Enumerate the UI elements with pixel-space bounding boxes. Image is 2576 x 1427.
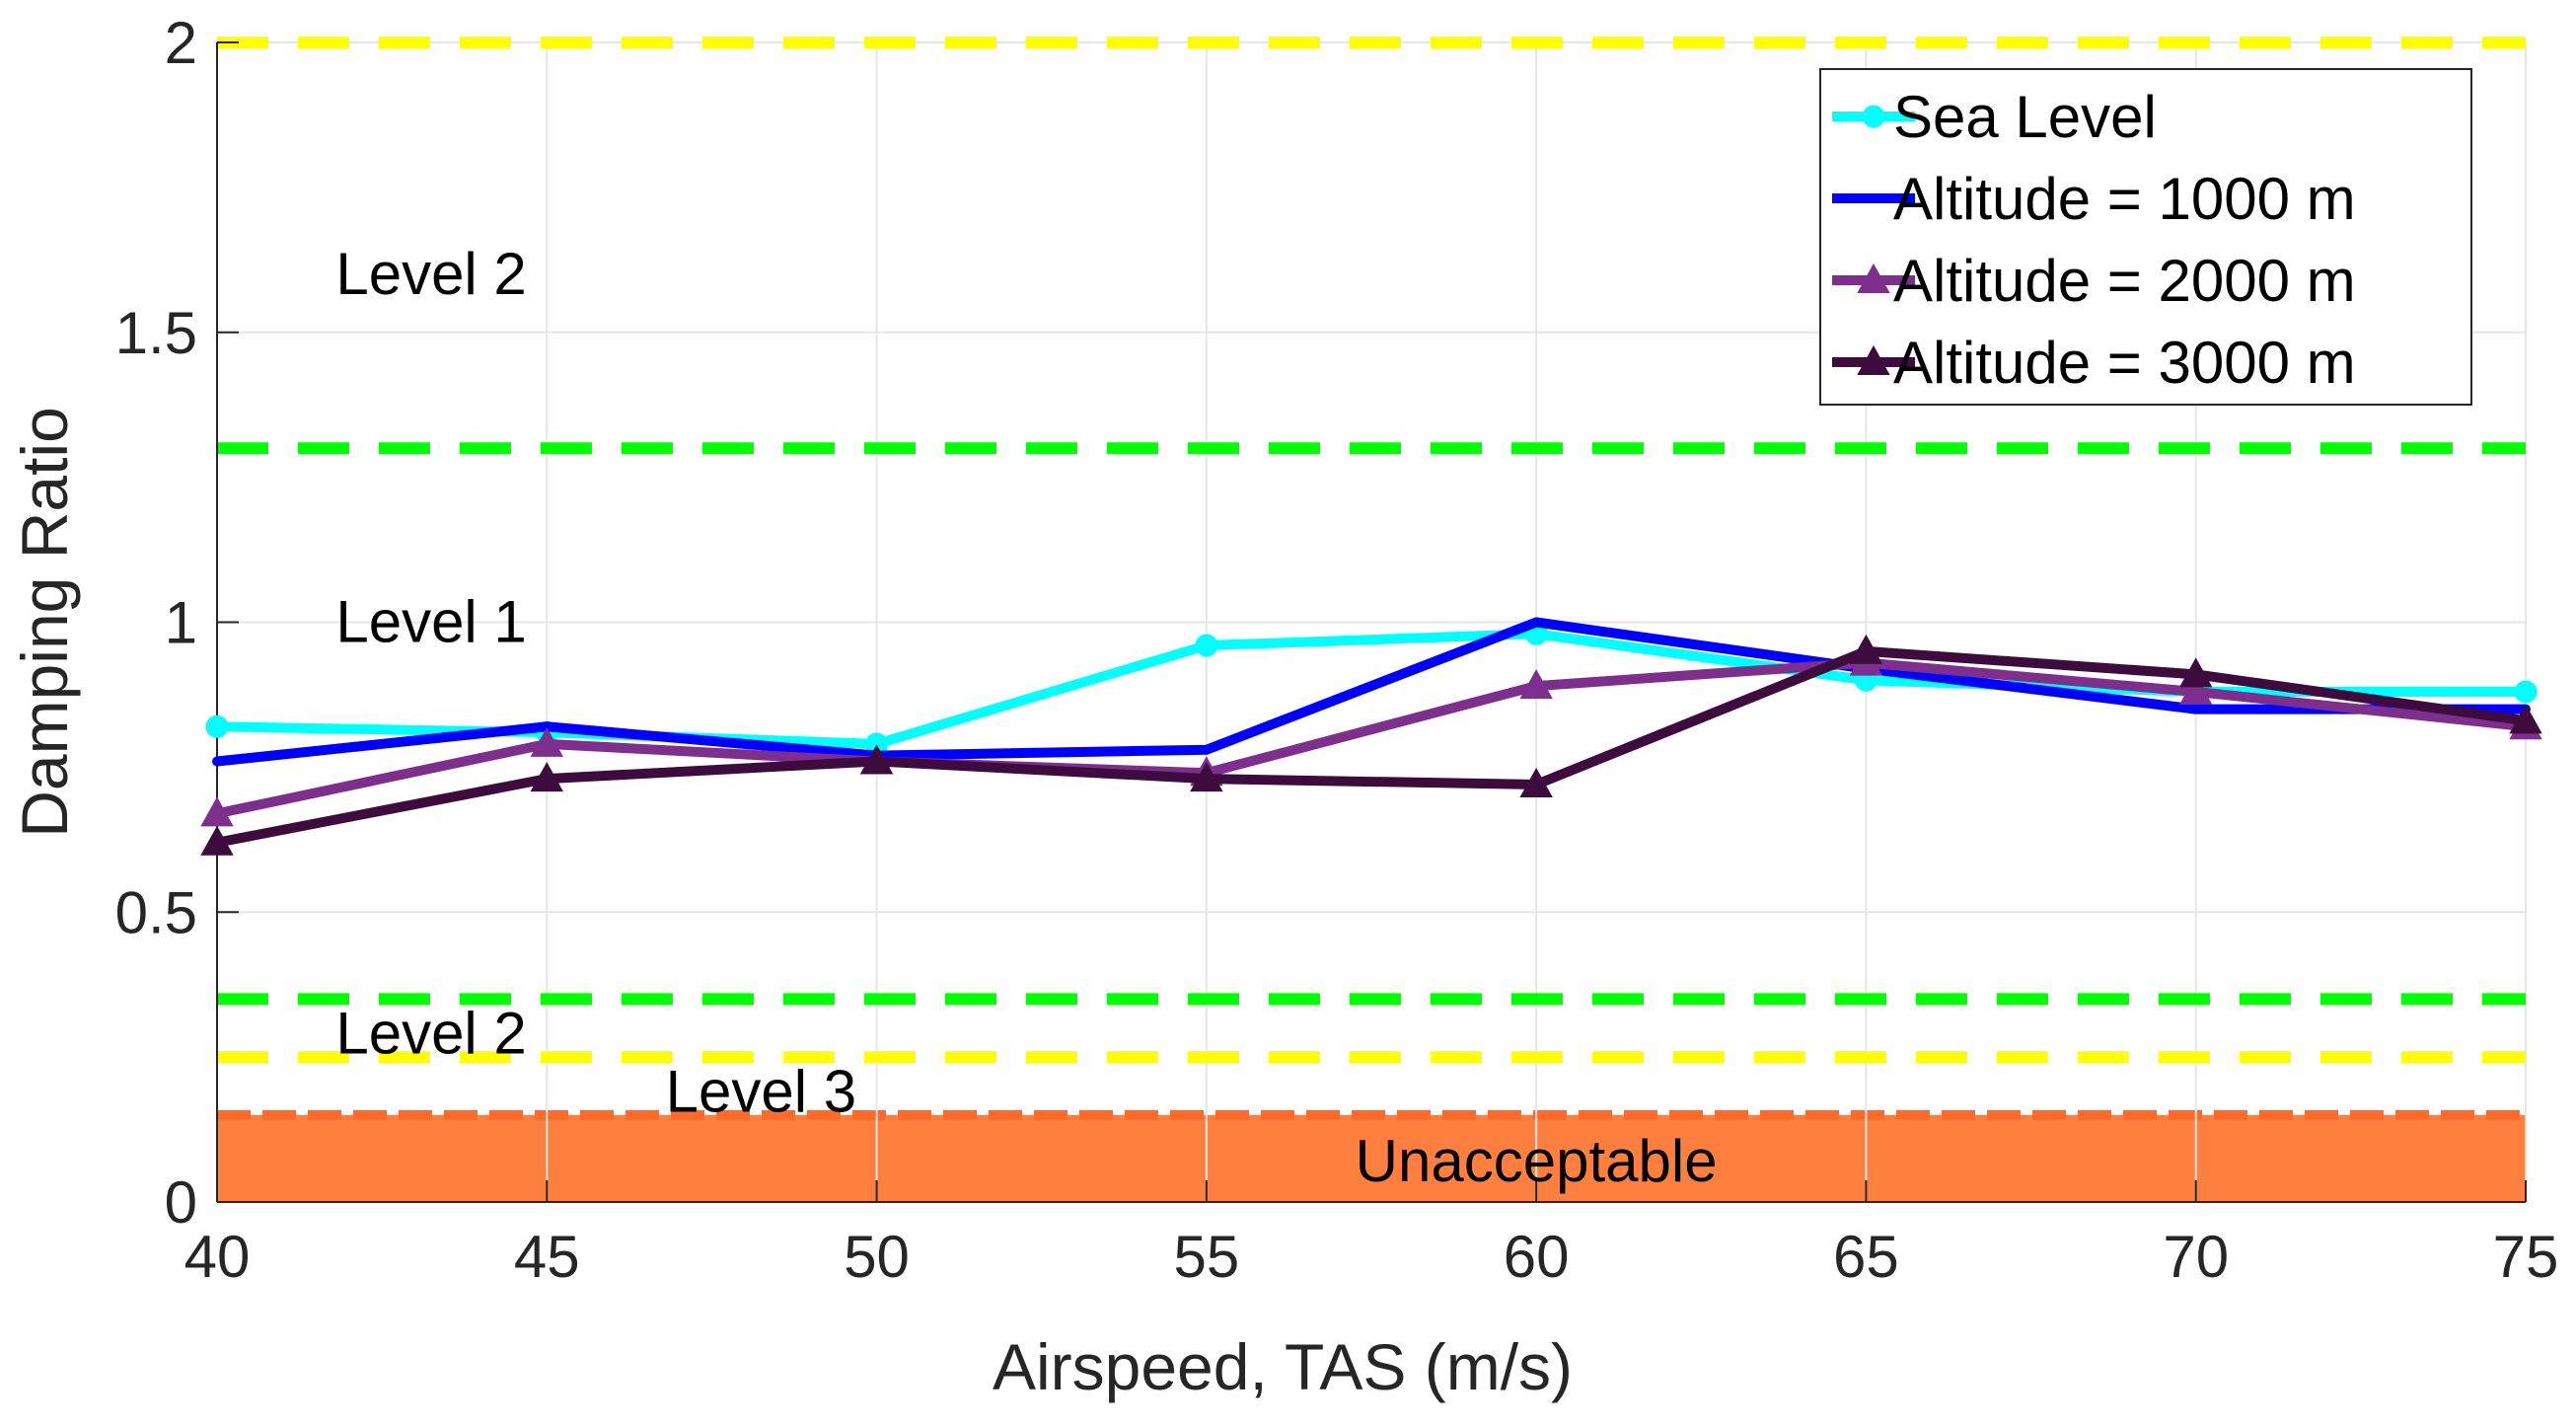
series-line — [216, 617, 2526, 767]
annotation-label: Level 2 — [335, 241, 526, 307]
data-point — [1519, 767, 1553, 797]
data-point — [1519, 669, 1553, 700]
annotations-layer: Level 2 Level 1 Level 2 Level 3 Unacceptable — [335, 241, 1717, 1194]
legend-entry: Altitude = 3000 m — [1832, 330, 2356, 396]
data-point — [2179, 657, 2213, 688]
annotation-label: Level 2 — [335, 1001, 526, 1067]
x-tick-label: 65 — [1833, 1224, 1899, 1290]
x-tick-label: 75 — [2493, 1224, 2559, 1290]
y-axis-title: Damping Ratio — [8, 407, 81, 838]
unacceptable-region-layer — [217, 1109, 2526, 1202]
data-point — [2514, 680, 2538, 704]
legend-marker — [1869, 193, 1878, 203]
data-point — [1190, 762, 1223, 792]
data-point — [200, 796, 234, 827]
x-tick-label: 55 — [1173, 1224, 1239, 1290]
data-point — [1849, 634, 1883, 664]
legend-label: Altitude = 3000 m — [1893, 330, 2356, 396]
y-tick-label: 2 — [165, 10, 197, 76]
x-tick-label: 70 — [2163, 1224, 2229, 1290]
reference-lines-layer — [217, 37, 2526, 1064]
data-point — [1531, 617, 1542, 628]
data-point — [2190, 704, 2201, 714]
legend-label: Altitude = 1000 m — [1893, 166, 2356, 232]
x-tick-label: 40 — [184, 1224, 251, 1290]
legend-entry: Sea Level — [1832, 84, 2157, 150]
legend-entry: Altitude = 2000 m — [1832, 248, 2356, 314]
series-layer — [200, 617, 2542, 856]
legend-label: Altitude = 2000 m — [1893, 248, 2356, 314]
annotation-label: Level 3 — [666, 1058, 856, 1124]
data-point — [1195, 634, 1218, 657]
series-line — [216, 645, 2527, 848]
legend-entry: Altitude = 1000 m — [1832, 166, 2356, 232]
annotation-label: Unacceptable — [1356, 1128, 1718, 1194]
data-point — [205, 714, 229, 738]
legend-marker — [1862, 105, 1885, 128]
data-point — [542, 721, 552, 732]
y-tick-label: 1 — [165, 590, 197, 656]
data-point — [859, 744, 894, 775]
legend-label: Sea Level — [1893, 84, 2157, 150]
legend-marker — [1857, 344, 1890, 375]
y-tick-label: 1.5 — [115, 300, 197, 366]
x-tick-label: 45 — [514, 1224, 580, 1290]
x-tick-label: 60 — [1504, 1224, 1570, 1290]
unacceptable-region — [217, 1114, 2526, 1202]
data-point — [200, 825, 234, 856]
series-3 — [200, 634, 2542, 856]
data-point — [530, 726, 563, 757]
data-point — [212, 756, 222, 767]
data-point — [2509, 704, 2542, 734]
axes-layer: 40 45 50 55 60 65 70 75 0 0.5 1 1.5 2 Airspeed, TAS (… — [8, 10, 2558, 1403]
legend: Sea Level Altitude = 1000 m Altitude = 200… — [1819, 68, 2472, 406]
series-line — [215, 657, 2527, 819]
y-tick-label: 0.5 — [115, 879, 197, 945]
annotation-label: Level 1 — [335, 589, 526, 655]
legend-marker — [1857, 263, 1890, 293]
data-point — [1201, 744, 1212, 755]
legend-box — [1819, 68, 2472, 406]
x-tick-label: 50 — [844, 1224, 910, 1290]
data-point — [2179, 674, 2213, 705]
y-tick-label: 0 — [165, 1169, 197, 1236]
data-point — [530, 762, 563, 792]
x-axis-title: Airspeed, TAS (m/s) — [993, 1330, 1573, 1403]
